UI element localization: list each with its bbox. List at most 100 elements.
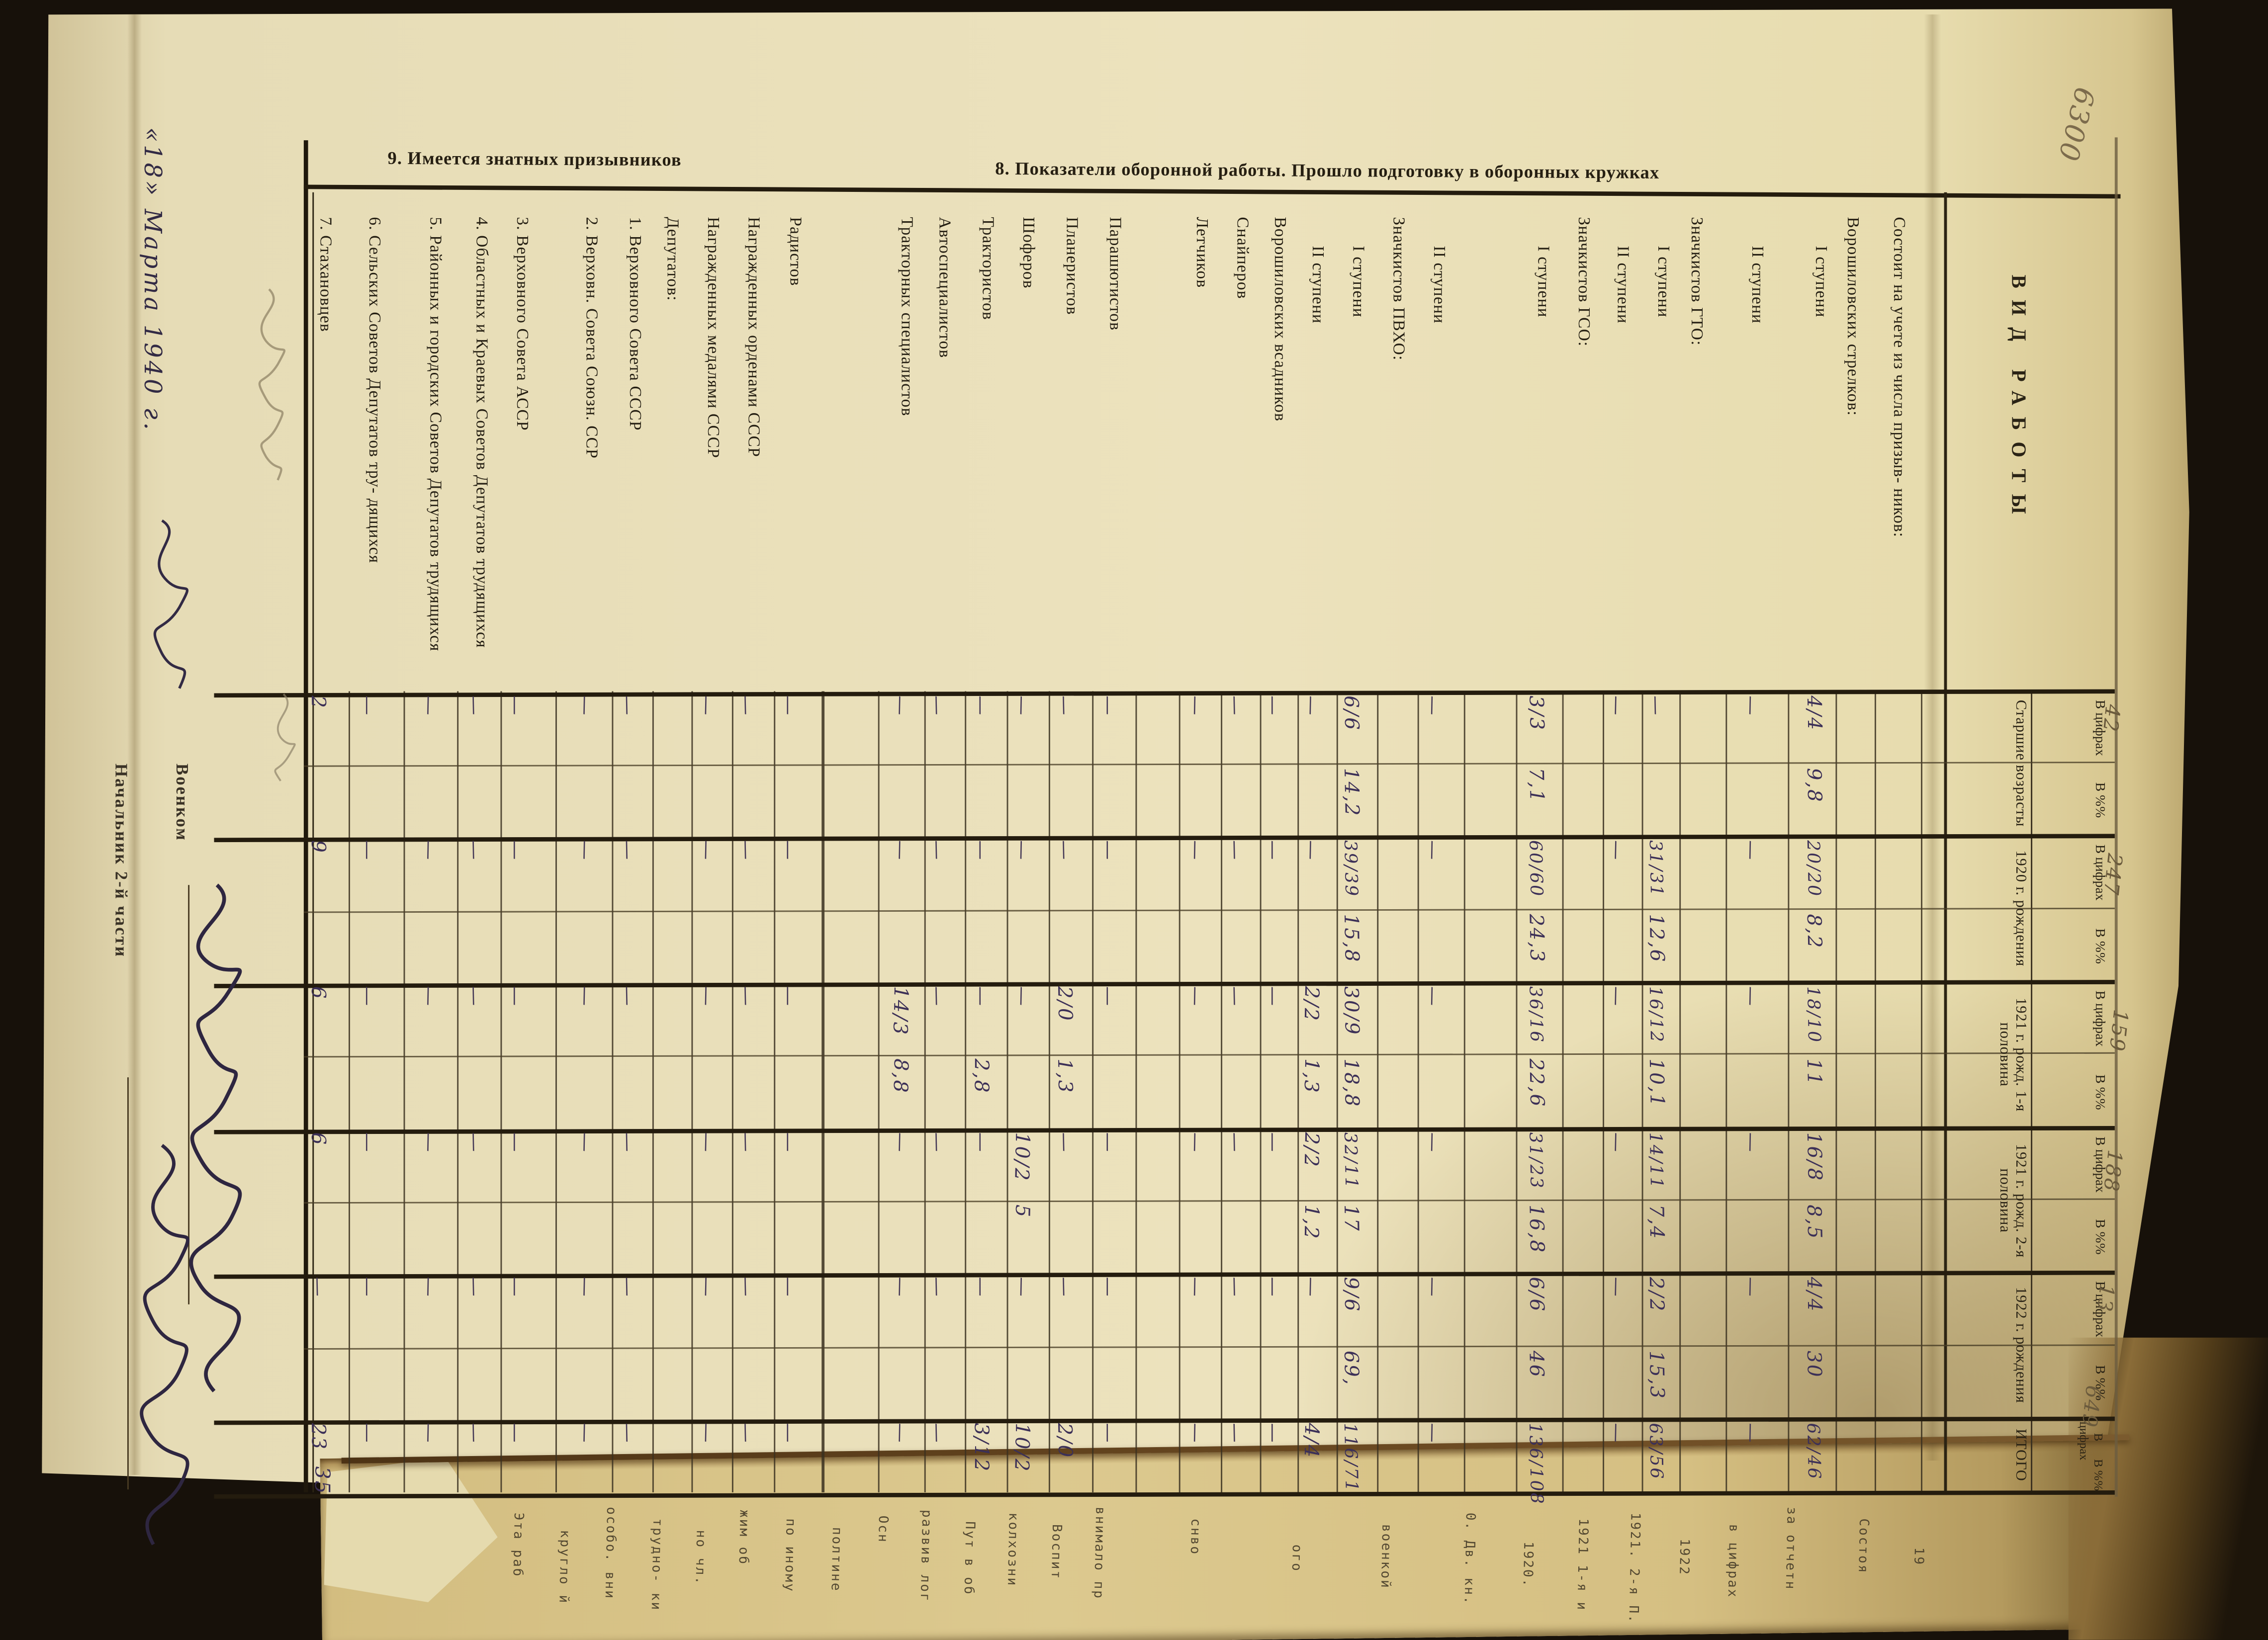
cell-value: — xyxy=(925,1132,949,1154)
typed-fragment: 0. Дв. кн. xyxy=(1460,1512,1477,1606)
cell-value: — xyxy=(503,840,527,862)
grid-vline xyxy=(731,691,734,1492)
main-page-paper xyxy=(42,8,2189,1484)
margin-total: 188 xyxy=(2098,1148,2126,1194)
cell-value: — xyxy=(1223,1422,1247,1444)
cell-value: — xyxy=(1644,695,1668,717)
cell-value: — xyxy=(1421,840,1445,862)
cell-value: — xyxy=(1738,1277,1763,1298)
cell-value: — xyxy=(1604,1277,1628,1298)
grid-vline xyxy=(555,691,557,1492)
row-label: Значкистов ГСО: xyxy=(1574,217,1592,347)
row-label: 2. Верховн. Совета Союзн. ССР xyxy=(582,217,600,459)
grid-vline xyxy=(1874,691,1877,1492)
cell-value: — xyxy=(1604,986,1628,1008)
cell-value: 6 xyxy=(306,1132,330,1147)
typed-fragment: 1922 xyxy=(1675,1538,1691,1576)
cell-value: 4/4 xyxy=(1299,1422,1323,1459)
cell-value: — xyxy=(1421,695,1445,717)
cell-value: — xyxy=(694,840,719,862)
grid-vline xyxy=(1297,691,1300,1492)
cell-value: — xyxy=(777,1132,800,1153)
row-label: Депутатов: xyxy=(663,217,681,301)
cell-value: — xyxy=(356,695,379,717)
column-subheader: В %% xyxy=(2091,1074,2106,1110)
typed-fragment: 1920. xyxy=(1519,1541,1535,1588)
cell-value: 12,6 xyxy=(1644,913,1668,963)
margin-total: 13 xyxy=(2091,1283,2118,1314)
cell-value: — xyxy=(573,840,597,862)
cell-value: — xyxy=(1421,1132,1445,1154)
cell-value: — xyxy=(1183,1422,1207,1445)
cell-value: — xyxy=(1299,840,1323,862)
cell-value: 116/71 xyxy=(1340,1422,1362,1493)
cell-value: 63/56 xyxy=(1645,1422,1667,1480)
cell-value: — xyxy=(356,1132,379,1153)
typed-fragment: Пут в об xyxy=(960,1521,976,1596)
column-subheader: В цифрах xyxy=(2077,1421,2106,1461)
cell-value: — xyxy=(1052,695,1076,717)
margin-total: 42 xyxy=(2097,703,2124,734)
column-group-label: 1921 г. рожд. 2-я половина xyxy=(1996,1143,2028,1257)
cell-value: — xyxy=(1604,1422,1628,1445)
column-group-cell: 1920 г. рождения В цифрах В %% xyxy=(1947,836,2114,982)
grid-vline xyxy=(924,691,926,1492)
header-subcolumn-divider xyxy=(2031,691,2033,1492)
typed-fragment: колхозни xyxy=(1003,1512,1020,1587)
cell-value: — xyxy=(503,1423,527,1444)
row-label: Радистов xyxy=(786,217,804,286)
cell-value: — xyxy=(1261,695,1285,717)
typed-fragment: Осн xyxy=(874,1515,890,1544)
row-label: Планеристов xyxy=(1062,217,1080,315)
signature-rule xyxy=(188,885,190,1304)
cell-value: — xyxy=(1738,1132,1763,1154)
cell-value: 24,3 xyxy=(1524,913,1548,963)
cell-value: — xyxy=(1299,1277,1323,1298)
cell-value: 14,2 xyxy=(1339,768,1363,818)
cell-value: — xyxy=(1183,695,1207,717)
cell-value: — xyxy=(462,840,486,862)
cell-value: — xyxy=(1261,986,1285,1008)
column-group-label: 1922 г. рождения xyxy=(2012,1287,2028,1404)
cell-value: — xyxy=(417,695,441,717)
date-note: «18» Марта 1940 г. xyxy=(139,127,167,433)
table-left-border-outer xyxy=(303,140,308,1492)
row-label: Награжденных медалями СССР xyxy=(704,217,722,459)
cell-value: 14/11 xyxy=(1645,1132,1667,1190)
cell-value: 18,8 xyxy=(1339,1058,1363,1108)
typed-fragment: полтине xyxy=(827,1527,843,1592)
cell-value: — xyxy=(1052,1277,1076,1298)
cell-value: — xyxy=(1738,840,1763,862)
row-label: 7. Стахановцев xyxy=(316,217,334,332)
row-label: II ступени xyxy=(1430,246,1448,324)
row-label: Парашютистов xyxy=(1105,217,1123,331)
table-left-border-inner xyxy=(312,192,315,1492)
row-label: Автоспециалистов xyxy=(935,217,953,358)
cell-value: — xyxy=(417,1132,441,1154)
page-right-edge-line xyxy=(2114,137,2117,1497)
row-label: Летчиков xyxy=(1192,217,1210,288)
cell-value: 36/16 xyxy=(1525,986,1547,1044)
column-group-cell: ИТОГО В цифрах В %% xyxy=(1947,1419,2114,1492)
cell-value: 3/12 xyxy=(969,1423,993,1473)
cell-value: — xyxy=(356,1277,379,1298)
cell-value: 14/3 xyxy=(888,986,912,1036)
cell-value: — xyxy=(888,1132,912,1154)
cell-value: — xyxy=(694,986,719,1008)
grid-vline xyxy=(1463,691,1466,1492)
cell-value: 6/6 xyxy=(1339,695,1363,732)
typed-fragment: кругло й xyxy=(555,1530,571,1605)
cell-value: — xyxy=(1183,1277,1207,1298)
grid-vline xyxy=(1179,691,1181,1492)
cell-value: 7,4 xyxy=(1644,1204,1668,1240)
cell-value: 2 xyxy=(306,695,330,710)
column-subheader: В цифрах xyxy=(2091,1282,2106,1338)
cell-value: — xyxy=(1261,1423,1285,1444)
cell-value: — xyxy=(1604,840,1628,862)
grid-vline xyxy=(1788,691,1790,1492)
cell-value: — xyxy=(925,695,949,717)
table-title: ВИД РАБОТЫ xyxy=(2006,274,2028,526)
section-header-9: 9. Имеется знатных призывников xyxy=(387,148,682,171)
cell-value: — xyxy=(694,1277,719,1298)
